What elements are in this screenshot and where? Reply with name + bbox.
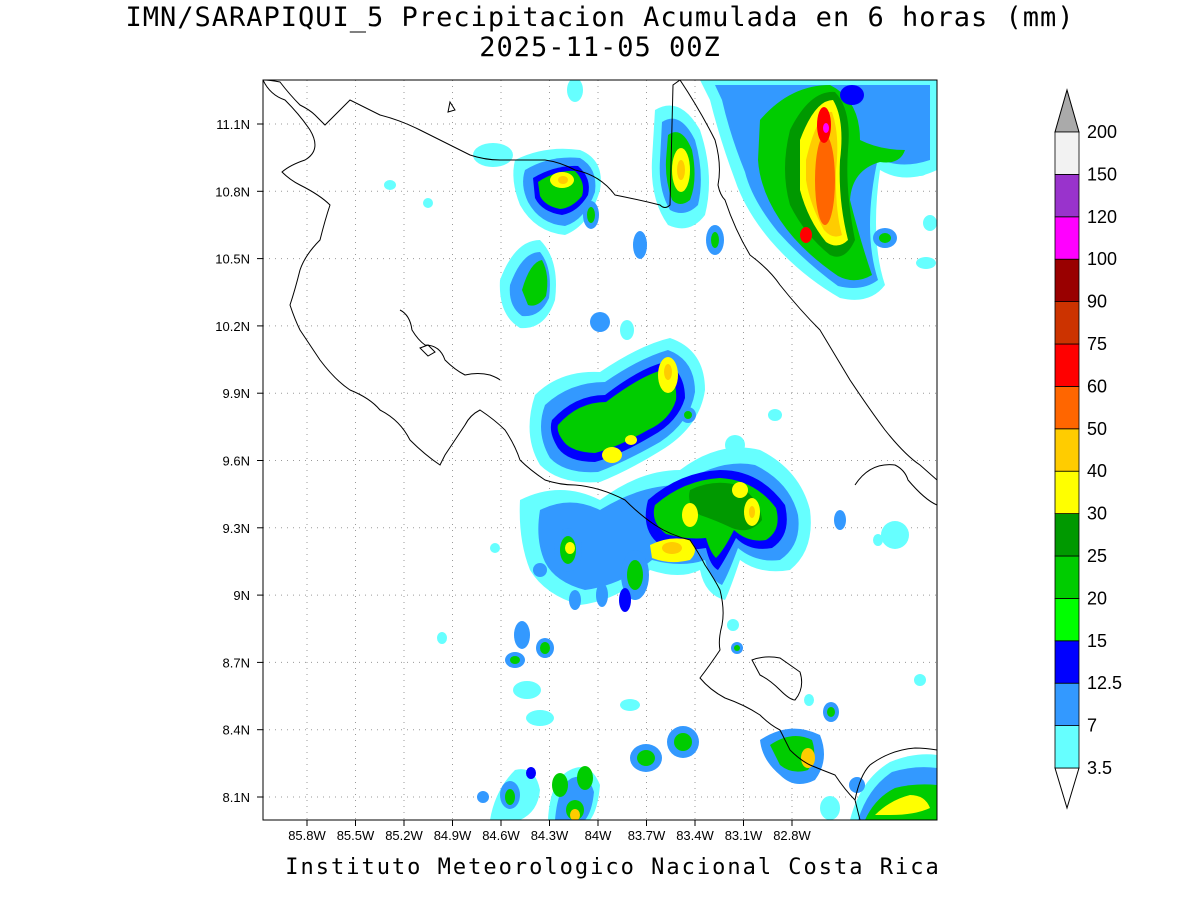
- colorbar-label: 150: [1087, 164, 1117, 184]
- colorbar-label: 50: [1087, 419, 1107, 439]
- lat-tick-label: 9.9N: [223, 386, 250, 401]
- colorbar-swatch: [1054, 173, 1080, 218]
- colorbar-min-arrow: [1054, 767, 1080, 810]
- longitude-axis: 85.8W 85.5W 85.2W 84.9W 84.6W 84.3W 84W 83.7W 83…: [288, 820, 812, 843]
- osa-peninsula: [751, 656, 803, 701]
- lon-tick-label: 85.8W: [288, 828, 326, 843]
- colorbar-swatch: [1054, 513, 1080, 557]
- lat-tick-label: 8.4N: [223, 723, 250, 738]
- rain-cell-northeast: [651, 80, 937, 300]
- colorbar-label: 25: [1087, 546, 1107, 566]
- lat-tick-label: 9.6N: [223, 454, 250, 469]
- lon-tick-label: 82.8W: [773, 828, 811, 843]
- plot-frame: [262, 79, 938, 821]
- colorbar-swatch: [1054, 343, 1080, 387]
- lon-tick-label: 84W: [585, 828, 612, 843]
- lat-tick-label: 10.5N: [215, 252, 250, 267]
- colorbar-swatch: [1054, 555, 1080, 599]
- lon-tick-label: 84.3W: [531, 828, 569, 843]
- lat-tick-label: 10.2N: [215, 319, 250, 334]
- coastlines: [263, 80, 937, 820]
- colorbar-swatch: [1054, 258, 1080, 303]
- nicaragua-border: [263, 80, 681, 208]
- colorbar-label: 15: [1087, 631, 1107, 651]
- footer-credit: Instituto Meteorologico Nacional Costa R…: [285, 855, 941, 880]
- colorbar-label: 120: [1087, 207, 1117, 227]
- lat-tick-label: 9N: [233, 588, 250, 603]
- lon-tick-label: 84.6W: [482, 828, 520, 843]
- colorbar-label: 12.5: [1087, 673, 1122, 693]
- nicoya-lake: [419, 344, 436, 357]
- pacific-coast: [263, 80, 861, 820]
- colorbar-swatch: [1054, 301, 1080, 345]
- colorbar-swatch: [1054, 428, 1080, 472]
- colorbar-label: 30: [1087, 504, 1107, 524]
- panama-coast-south: [854, 747, 937, 801]
- colorbar-swatch: [1054, 385, 1080, 430]
- rain-cell-north: [384, 80, 647, 340]
- rain-cell-central: [490, 338, 909, 654]
- colorbar-label: 3.5: [1087, 758, 1112, 778]
- lon-tick-label: 83.4W: [676, 828, 714, 843]
- panama-border: [854, 464, 937, 506]
- caribbean-coast: [679, 80, 937, 481]
- lake-nicaragua-island: [447, 100, 456, 113]
- colorbar-swatch: [1054, 640, 1080, 684]
- rain-cell-south: [437, 621, 937, 820]
- colorbar-label: 200: [1087, 122, 1117, 142]
- lat-tick-label: 8.1N: [223, 790, 250, 805]
- lon-tick-label: 83.1W: [725, 828, 763, 843]
- colorbar-swatch: [1054, 470, 1080, 515]
- colorbar-max-arrow: [1054, 88, 1080, 133]
- colorbar-label: 75: [1087, 334, 1107, 354]
- colorbar: 3.5 7 12.5 15 20 25 30 40 50 60 75 90 100 120 150 200: [1054, 88, 1122, 810]
- colorbar-swatch: [1054, 598, 1080, 642]
- map-title: IMN/SARAPIQUI_5 Precipitacion Acumulada …: [125, 2, 1075, 33]
- colorbar-swatch: [1054, 725, 1080, 769]
- lat-tick-label: 11.1N: [216, 117, 250, 132]
- precipitation-field: [384, 80, 937, 820]
- colorbar-swatch: [1054, 682, 1080, 727]
- lon-tick-label: 84.9W: [434, 828, 472, 843]
- colorbar-swatch: [1054, 131, 1080, 175]
- lat-tick-label: 9.3N: [223, 521, 250, 536]
- colorbar-label: 90: [1087, 292, 1107, 312]
- lat-tick-label: 10.8N: [215, 184, 250, 199]
- lon-tick-label: 85.2W: [385, 828, 423, 843]
- colorbar-label: 60: [1087, 376, 1107, 396]
- colorbar-label: 7: [1087, 716, 1097, 736]
- lon-tick-label: 85.5W: [337, 828, 375, 843]
- colorbar-label: 20: [1087, 588, 1107, 608]
- lat-tick-label: 8.7N: [223, 655, 250, 670]
- map-date: 2025-11-05 00Z: [479, 32, 721, 63]
- colorbar-swatch: [1054, 216, 1080, 260]
- colorbar-label: 40: [1087, 461, 1107, 481]
- lon-tick-label: 83.7W: [628, 828, 666, 843]
- nicoya-outline: [399, 309, 501, 381]
- colorbar-label: 100: [1087, 249, 1117, 269]
- latitude-axis: 11.1N 10.8N 10.5N 10.2N 9.9N 9.6N 9.3N 9N 8.7N 8.…: [215, 117, 263, 805]
